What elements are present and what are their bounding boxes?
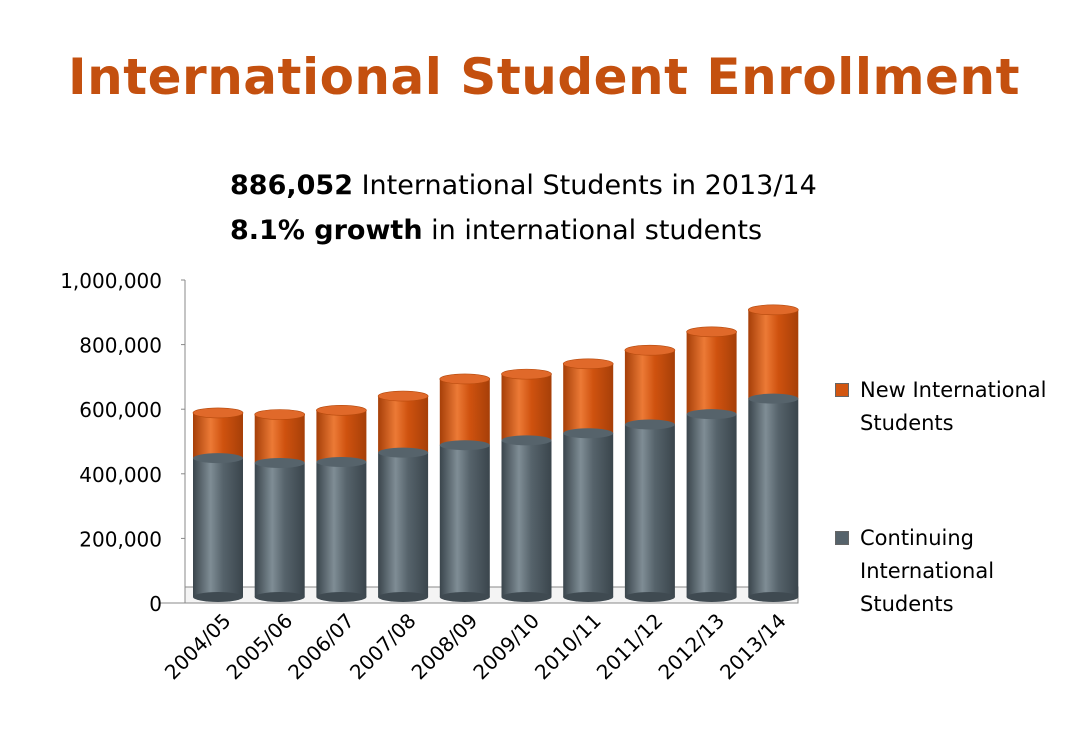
legend-swatch-new [835,383,849,397]
y-tick-label: 0 [149,592,162,616]
x-tick-label: 2013/14 [715,609,791,685]
x-tick-label: 2008/09 [407,609,483,685]
x-tick-label: 2005/06 [222,609,298,685]
bar-new-top [254,409,306,420]
bar-new-top [624,344,676,356]
bar-continuing [624,424,675,597]
bar-new-top [747,304,799,316]
bar-new [439,378,490,446]
bar-continuing-base [501,592,552,602]
bar-segment-divider [316,456,367,467]
bar-new [501,374,552,441]
bar-continuing [686,414,737,597]
bar-continuing-base [624,592,675,602]
bar-segment-divider [563,428,614,439]
total-students-text: International Students in 2013/14 [352,170,817,201]
bar-segment-divider [378,447,429,458]
bar-continuing-base [748,592,799,602]
bar-segment-divider [193,453,243,464]
growth-value: 8.1% growth [230,215,423,246]
x-tick-label: 2009/10 [468,609,544,685]
legend-new-line-2: Students [860,411,954,435]
x-tick-label: 2010/11 [530,609,606,685]
bar-new-top [439,373,491,385]
bar-new [316,410,367,462]
bar-continuing-base [439,592,490,602]
x-tick-label: 2012/13 [653,609,729,685]
bar-new [563,363,614,434]
bar-continuing [254,462,305,597]
bar-continuing-base [378,592,429,602]
bar-new [378,396,429,453]
bar-continuing-base [193,592,243,602]
bar-new [624,350,675,425]
bar-continuing [439,445,490,597]
x-tick-label: 2007/08 [345,609,421,685]
x-tick-label: 2006/07 [283,609,359,685]
bar-segment-divider [686,409,737,420]
bar-new-top [562,358,614,370]
bar-segment-divider [439,440,490,451]
bar-continuing-base [563,592,614,602]
bar-segment-divider [501,435,552,446]
page-title: International Student Enrollment [68,48,1020,106]
legend-cont-line-3: Students [860,592,954,616]
y-tick-label: 1,000,000 [60,269,162,293]
bar-continuing [501,440,552,597]
total-students-value: 886,052 [230,170,353,201]
x-tick-label: 2004/05 [160,609,236,685]
y-tick-label: 800,000 [79,334,162,358]
bar-new-top [686,326,737,338]
y-tick-label: 200,000 [79,527,162,551]
y-tick-label: 400,000 [79,463,162,487]
bar-new [193,412,243,459]
bar-new-top [501,368,552,380]
bar-continuing [748,398,799,597]
bar-new-top [192,407,244,419]
bar-continuing [316,461,367,597]
growth-text: in international students [422,215,763,246]
bar-continuing [378,452,429,597]
bar-continuing-base [686,592,737,602]
legend-cont-line-2: International [860,559,995,583]
y-tick-label: 600,000 [79,398,162,422]
bar-new [686,331,737,415]
bar-new-top [316,405,367,416]
subtitle-line-2: 8.1% growth in international students [230,215,762,246]
bar-new-top [377,390,429,402]
bar-continuing [193,458,243,597]
bar-segment-divider [624,419,675,430]
legend-cont-line-1: Continuing [860,526,974,550]
bar-continuing-base [316,592,367,602]
bar-segment-divider [748,393,799,404]
subtitle-line-1: 886,052 International Students in 2013/1… [230,170,817,201]
bar-continuing [563,433,614,597]
x-tick-label: 2011/12 [592,609,668,685]
bar-new [748,309,799,399]
bar-segment-divider [254,457,305,468]
legend-swatch-continuing [835,531,849,545]
bar-new [254,414,305,463]
legend-new-line-1: New International [860,378,1047,402]
bar-continuing-base [254,592,305,602]
